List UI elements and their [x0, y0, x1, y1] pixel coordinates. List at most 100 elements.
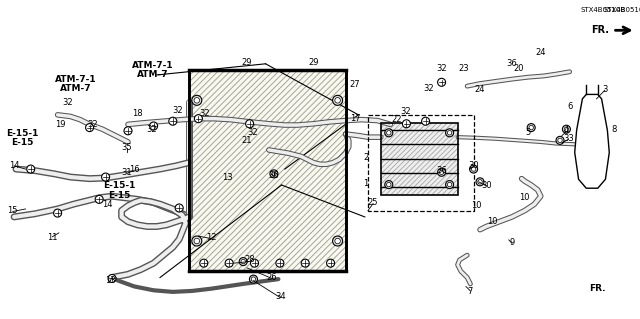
- Text: 7: 7: [468, 287, 473, 296]
- Circle shape: [478, 180, 482, 184]
- Circle shape: [200, 259, 208, 267]
- Circle shape: [447, 130, 452, 135]
- Text: 26: 26: [267, 273, 277, 282]
- Circle shape: [246, 120, 253, 128]
- Circle shape: [326, 259, 335, 267]
- Text: 8: 8: [612, 125, 617, 134]
- Text: 13: 13: [105, 276, 115, 285]
- Text: 22: 22: [392, 115, 402, 124]
- Circle shape: [438, 78, 445, 86]
- Bar: [189, 70, 346, 271]
- Text: STX4B0510B: STX4B0510B: [604, 7, 640, 12]
- Text: 10: 10: [520, 193, 530, 202]
- Circle shape: [102, 173, 109, 181]
- Circle shape: [445, 129, 454, 137]
- Circle shape: [169, 117, 177, 125]
- Circle shape: [440, 170, 444, 174]
- Text: ATM-7: ATM-7: [60, 84, 92, 93]
- Text: 17: 17: [350, 114, 360, 122]
- Text: 20: 20: [513, 64, 524, 73]
- Text: 30: 30: [481, 181, 492, 189]
- Text: 9: 9: [509, 238, 515, 247]
- Text: 12: 12: [206, 233, 216, 242]
- Circle shape: [447, 182, 452, 187]
- Circle shape: [563, 125, 570, 133]
- Text: 19: 19: [56, 120, 66, 129]
- Text: 32: 32: [424, 84, 434, 93]
- Text: 5: 5: [525, 128, 531, 137]
- Circle shape: [239, 257, 247, 266]
- Text: 23: 23: [459, 64, 469, 73]
- Text: E-15: E-15: [12, 138, 33, 147]
- Text: 36: 36: [436, 166, 447, 175]
- Circle shape: [472, 167, 476, 171]
- Text: 29: 29: [241, 58, 252, 67]
- Text: 31: 31: [122, 168, 132, 177]
- Text: 24: 24: [475, 85, 485, 94]
- Circle shape: [108, 274, 116, 283]
- Text: ATM-7: ATM-7: [136, 70, 168, 79]
- Bar: [381, 123, 458, 195]
- Text: 34: 34: [275, 292, 285, 301]
- Text: 32: 32: [147, 125, 157, 134]
- Text: 32: 32: [247, 128, 257, 137]
- Circle shape: [150, 122, 157, 130]
- Circle shape: [86, 123, 93, 132]
- Text: 36: 36: [269, 171, 279, 180]
- Text: 15: 15: [8, 206, 18, 215]
- Circle shape: [250, 275, 257, 283]
- Text: 14: 14: [102, 200, 113, 209]
- Circle shape: [250, 259, 259, 267]
- Circle shape: [301, 259, 309, 267]
- Text: 18: 18: [132, 109, 143, 118]
- Circle shape: [385, 181, 393, 189]
- Circle shape: [124, 127, 132, 135]
- Text: FR.: FR.: [589, 284, 605, 293]
- Text: 25: 25: [368, 198, 378, 207]
- Circle shape: [387, 130, 391, 135]
- Circle shape: [272, 172, 276, 176]
- Circle shape: [95, 195, 103, 204]
- Text: 11: 11: [47, 233, 58, 242]
- Circle shape: [529, 125, 533, 130]
- Circle shape: [476, 178, 484, 186]
- Text: E-15-1: E-15-1: [6, 129, 38, 138]
- Text: 13: 13: [222, 173, 232, 182]
- Text: 24: 24: [536, 48, 546, 57]
- Bar: [381, 123, 458, 195]
- Circle shape: [564, 127, 568, 131]
- Text: 32: 32: [173, 106, 183, 115]
- Text: 29: 29: [308, 58, 319, 67]
- Text: 16: 16: [129, 165, 140, 174]
- Circle shape: [194, 98, 200, 103]
- Circle shape: [527, 123, 535, 132]
- Text: 14: 14: [9, 161, 19, 170]
- Text: 3: 3: [602, 85, 607, 94]
- Text: 27: 27: [350, 80, 360, 89]
- Text: 33: 33: [563, 134, 573, 143]
- Text: 10: 10: [472, 201, 482, 210]
- Text: 28: 28: [244, 256, 255, 264]
- Circle shape: [54, 209, 61, 217]
- Text: ATM-7-1: ATM-7-1: [54, 75, 97, 84]
- Circle shape: [192, 236, 202, 246]
- Text: 36: 36: [507, 59, 517, 68]
- Text: 1: 1: [364, 179, 369, 188]
- Text: STX4B0510B: STX4B0510B: [580, 7, 626, 13]
- Circle shape: [192, 95, 202, 105]
- Text: 35: 35: [122, 143, 132, 152]
- Circle shape: [252, 277, 255, 281]
- Text: 32: 32: [88, 120, 98, 129]
- Text: 32: 32: [200, 109, 210, 118]
- Circle shape: [335, 238, 340, 244]
- Bar: [368, 115, 474, 211]
- Polygon shape: [575, 94, 609, 188]
- Text: E-15: E-15: [108, 191, 130, 200]
- Circle shape: [194, 238, 200, 244]
- Circle shape: [385, 129, 393, 137]
- Text: 32: 32: [401, 107, 411, 116]
- Text: 10: 10: [488, 217, 498, 226]
- Circle shape: [241, 259, 245, 264]
- Circle shape: [556, 136, 564, 145]
- Text: 4: 4: [564, 126, 569, 135]
